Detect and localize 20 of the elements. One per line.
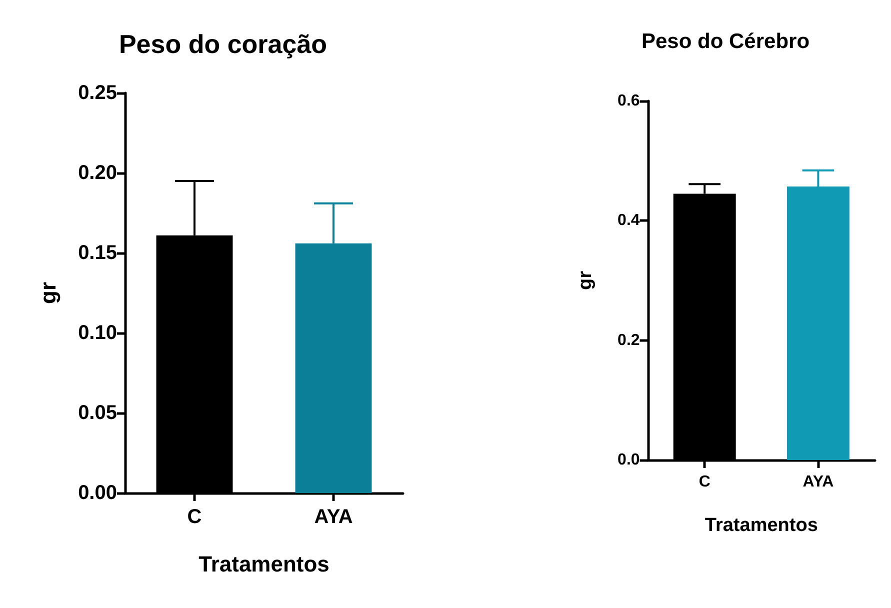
x-tick-label: C [187,506,202,528]
y-tick-label: 0.0 [618,452,640,468]
chart-title: Peso do coração [118,29,328,59]
x-axis-title: Tratamentos [704,515,818,536]
y-tick-label: 0.05 [78,402,117,424]
y-tick-label: 0.10 [78,322,117,344]
x-tick-label: AYA [314,506,353,528]
x-axis-title: Tratamentos [198,552,330,576]
y-tick-label: 0.15 [78,242,117,264]
x-tick-label: C [698,474,711,490]
y-tick-label: 0.2 [618,332,640,349]
y-tick-label: 0.4 [618,212,640,230]
y-axis-title: gr [575,270,596,290]
y-axis-title: gr [36,282,60,304]
y-tick-label: 0.20 [78,162,117,184]
y-tick-label: 0.25 [78,82,117,104]
y-tick-label: 0.00 [78,482,117,504]
y-tick-label: 0.6 [618,92,640,110]
chart-title: Peso do Cérebro [641,30,810,53]
x-tick-label: AYA [802,474,834,490]
